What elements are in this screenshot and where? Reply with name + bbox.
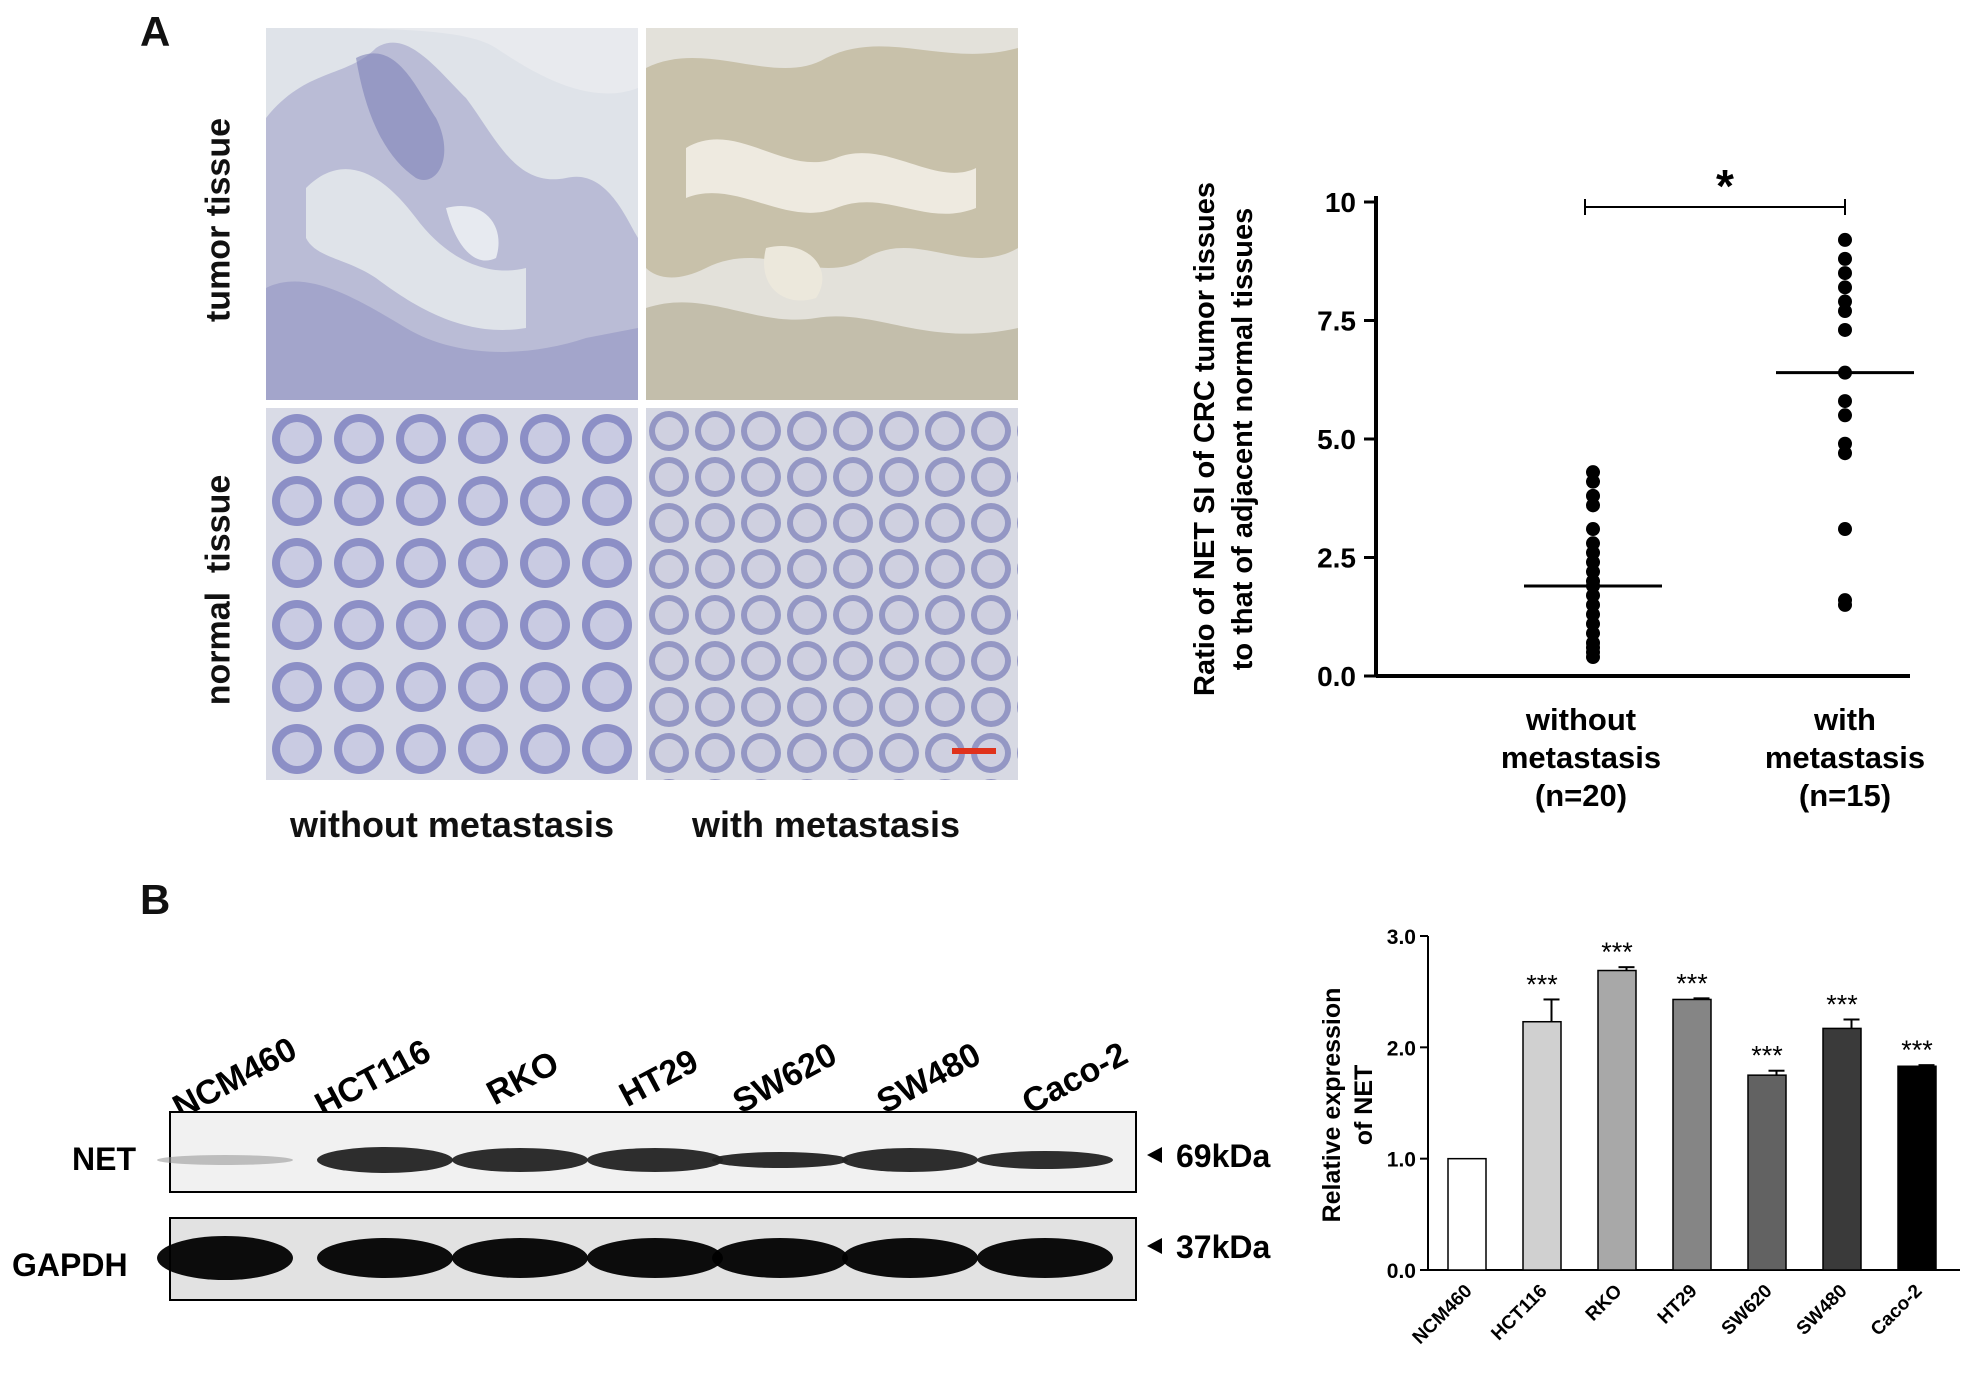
bar-category-label: Caco-2 [1867, 1281, 1927, 1341]
scatter-point [1586, 474, 1600, 489]
scatter-ylabel-line: to that of adjacent normal tissues [1227, 208, 1259, 670]
scatter-ytick-label: 7.5 [1317, 306, 1356, 337]
bar [1672, 998, 1712, 1271]
bar [1897, 1065, 1937, 1271]
blot-lane-label: HCT116 [309, 1032, 437, 1124]
blot-size-label: 69kDa [1176, 1138, 1271, 1174]
bar-significance-label: *** [1826, 990, 1858, 1020]
blot-band [452, 1148, 588, 1172]
blot-band [587, 1238, 723, 1278]
scatter-point [1838, 232, 1852, 247]
blot-lane-label: SW620 [727, 1035, 843, 1121]
bar-category-label: RKO [1582, 1281, 1627, 1326]
bar-ytick-label: 2.0 [1387, 1037, 1416, 1060]
bar [1822, 1027, 1862, 1271]
scatter-point [1838, 280, 1852, 295]
blot-band [317, 1238, 453, 1278]
blot-band [712, 1152, 848, 1168]
scatter-point [1586, 650, 1600, 665]
bar-chart: Relative expression of NET 0.0 1.0 2.0 3.0 NCM… [1318, 926, 1960, 1349]
col-label-without: without metastasis [289, 804, 615, 845]
blot-band [842, 1148, 978, 1172]
scatter-point [1838, 322, 1852, 337]
bar-ytick-label: 0.0 [1387, 1260, 1416, 1283]
bar-category-label: SW620 [1718, 1281, 1777, 1340]
blot-lane-label: HT29 [613, 1042, 704, 1115]
blot-protein-label: GAPDH [12, 1247, 128, 1283]
scatter-point [1838, 408, 1852, 423]
blot-band [712, 1238, 848, 1278]
micrograph-tumor-without-metastasis [266, 28, 638, 400]
micrograph-tumor-with-metastasis [646, 28, 1018, 400]
scatter-point [1838, 251, 1852, 266]
scatter-ytick-label: 2.5 [1317, 543, 1356, 574]
bar-category-label: NCM460 [1409, 1281, 1477, 1349]
scatter-point [1586, 498, 1600, 513]
scatter-category-label: without [1525, 702, 1636, 737]
blot-band [452, 1238, 588, 1278]
bar-significance-label: *** [1676, 968, 1708, 998]
bar-ytick-label: 3.0 [1387, 926, 1416, 949]
blot-lane-label: Caco-2 [1016, 1035, 1134, 1122]
blot-band [977, 1151, 1113, 1169]
significance-star: * [1716, 160, 1734, 212]
arrow-icon [1147, 1147, 1162, 1163]
scatter-category-label: (n=15) [1799, 778, 1891, 813]
scatter-ytick-label: 10 [1325, 187, 1356, 218]
bar-ylabel-line: Relative expression [1318, 988, 1346, 1223]
scatter-point [1838, 522, 1852, 537]
bar-significance-label: *** [1901, 1035, 1933, 1065]
bar [1747, 1074, 1787, 1271]
bar [1597, 969, 1637, 1271]
scatter-point [1838, 597, 1852, 612]
scale-bar [952, 748, 996, 754]
micrograph-normal-without-metastasis [266, 408, 638, 780]
scatter-ytick-label: 0.0 [1317, 661, 1356, 692]
bar-significance-label: *** [1601, 937, 1633, 967]
arrow-icon [1147, 1238, 1162, 1254]
blot-band [157, 1236, 293, 1280]
row-label-normal: normal tissue [199, 474, 238, 706]
bar-category-label: SW480 [1793, 1281, 1852, 1340]
blot-lane-label: SW480 [871, 1035, 987, 1121]
bar [1447, 1157, 1487, 1271]
blot-protein-label: NET [72, 1141, 136, 1177]
panel-a-letter: A [140, 8, 171, 55]
bar [1522, 1020, 1562, 1271]
scatter-ylabel-line: Ratio of NET SI of CRC tumor tissues [1189, 182, 1221, 696]
bar-ytick-label: 1.0 [1387, 1149, 1416, 1172]
blot-size-label: 37kDa [1176, 1229, 1271, 1265]
scatter-point [1838, 304, 1852, 319]
scatter-chart: Ratio of NET SI of CRC tumor tissues to t… [1189, 160, 1925, 813]
bar-significance-label: *** [1751, 1041, 1783, 1071]
scatter-category-label: with [1813, 702, 1876, 737]
bar-category-label: HCT116 [1487, 1281, 1551, 1345]
micrograph-normal-with-metastasis [646, 408, 1018, 780]
blot-band [157, 1155, 293, 1165]
scatter-ytick-label: 5.0 [1317, 424, 1356, 455]
col-label-with: with metastasis [691, 804, 961, 845]
blot-band [587, 1148, 723, 1172]
blot-band [842, 1238, 978, 1278]
bar-significance-label: *** [1526, 969, 1558, 999]
panel-b-letter: B [140, 876, 171, 923]
blot-band [317, 1147, 453, 1173]
scatter-category-label: (n=20) [1535, 778, 1627, 813]
bar-ylabel-line: of NET [1350, 1065, 1378, 1146]
scatter-category-label: metastasis [1765, 740, 1925, 775]
scatter-point [1838, 446, 1852, 461]
scatter-point [1838, 394, 1852, 409]
bar-category-label: HT29 [1654, 1281, 1702, 1329]
scatter-point [1838, 266, 1852, 281]
blot-band [977, 1238, 1113, 1278]
row-label-tumor: tumor tissue [199, 117, 238, 323]
scatter-point [1586, 522, 1600, 537]
blot-lane-label: RKO [481, 1044, 566, 1113]
scatter-category-label: metastasis [1501, 740, 1661, 775]
